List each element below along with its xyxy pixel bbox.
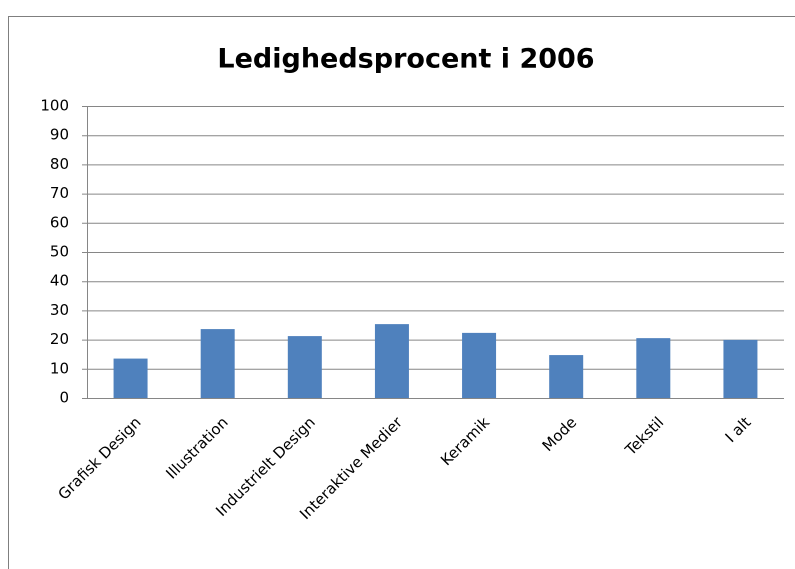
y-tick-label: 100 bbox=[40, 97, 69, 115]
y-tick-label: 60 bbox=[50, 213, 69, 231]
y-tick-label: 40 bbox=[50, 272, 69, 290]
bar bbox=[636, 338, 671, 398]
y-tick-label: 10 bbox=[50, 359, 69, 377]
chart-border bbox=[8, 16, 795, 569]
y-tick-label: 20 bbox=[50, 330, 69, 348]
bar bbox=[462, 332, 497, 398]
bar bbox=[113, 358, 148, 398]
y-tick-label: 50 bbox=[50, 243, 69, 261]
y-tick-label: 0 bbox=[59, 389, 69, 407]
bar bbox=[374, 324, 409, 398]
y-tick-label: 90 bbox=[50, 126, 69, 144]
y-tick-label: 80 bbox=[50, 155, 69, 173]
y-tick-label: 30 bbox=[50, 301, 69, 319]
y-tick-label: 70 bbox=[50, 184, 69, 202]
bar bbox=[287, 336, 322, 398]
bar bbox=[549, 355, 584, 398]
chart-title: Ledighedsprocent i 2006 bbox=[217, 44, 594, 75]
bar bbox=[723, 339, 758, 398]
bar bbox=[200, 329, 235, 398]
